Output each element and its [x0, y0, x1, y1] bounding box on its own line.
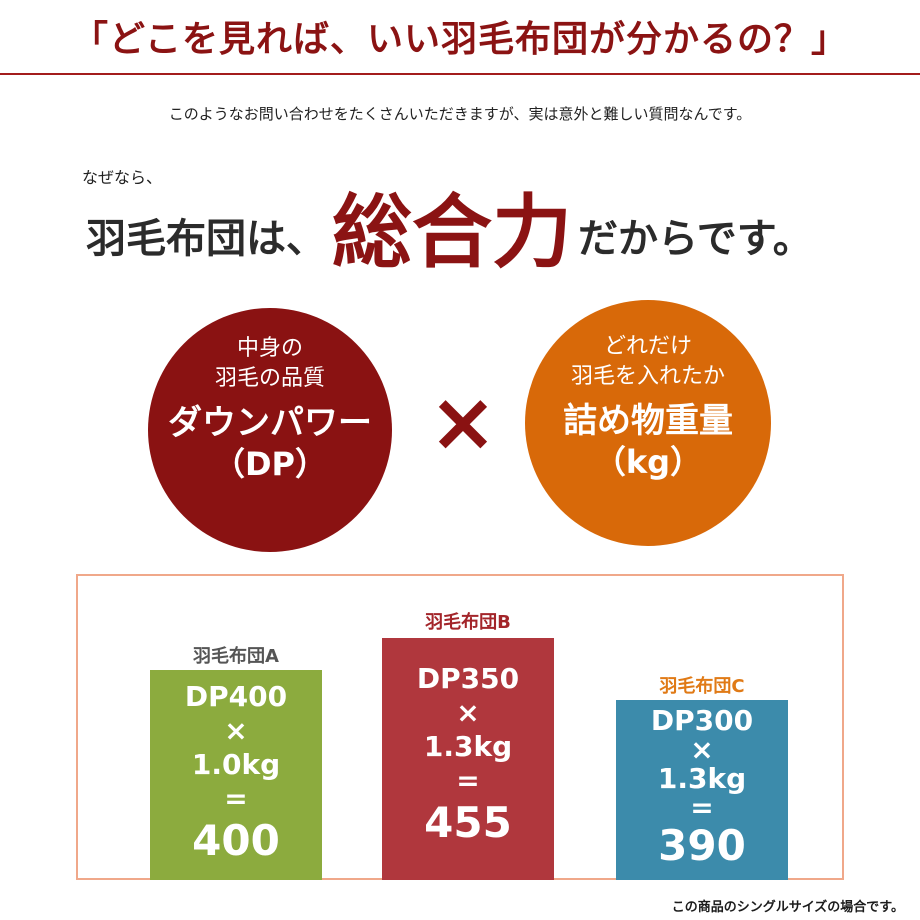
lead-after: だからです。: [578, 215, 813, 262]
lead-prefix: なぜなら、: [82, 168, 163, 187]
comparison-b-result: 455: [424, 798, 512, 847]
comparison-a-times: ×: [224, 714, 248, 747]
comparison-a-equals: =: [224, 782, 248, 815]
footnote: この商品のシングルサイズの場合です。: [671, 900, 904, 915]
comparison-c-times: ×: [690, 733, 714, 766]
comparison-c-weight: 1.3kg: [657, 762, 747, 795]
comparison-c-equals: =: [690, 791, 714, 824]
comparison-label-a: 羽毛布団A: [193, 646, 279, 667]
comparison-label-b: 羽毛布団B: [425, 612, 511, 633]
comparison-b-weight: 1.3kg: [423, 730, 513, 763]
comparison-label-c: 羽毛布団C: [659, 676, 745, 697]
comparison-b-equals: =: [456, 764, 480, 797]
fill-weight-sub1: どれだけ: [603, 334, 692, 359]
comparison-bar-c: DP300 × 1.3kg = 390: [616, 700, 788, 880]
fill-weight-title: 詰め物重量: [563, 401, 733, 441]
intro-text: このようなお問い合わせをたくさんいただきますが、実は意外と難しい質問なんです。: [168, 105, 752, 123]
fill-weight-sub2: 羽毛を入れたか: [570, 364, 725, 389]
comparison-c-dp: DP300: [650, 704, 754, 737]
comparison-b-times: ×: [456, 696, 480, 729]
comparison-a-result: 400: [192, 816, 280, 865]
fill-weight-circle: どれだけ 羽毛を入れたか 詰め物重量 （kg）: [525, 300, 771, 546]
title-divider: [0, 73, 920, 75]
down-power-circle: 中身の 羽毛の品質 ダウンパワー （DP）: [148, 308, 392, 552]
comparison-bar-b: DP350 × 1.3kg = 455: [382, 638, 554, 880]
down-power-sub1: 中身の: [236, 336, 303, 361]
down-power-sub2: 羽毛の品質: [214, 366, 325, 391]
comparison-bar-a: DP400 × 1.0kg = 400: [150, 670, 322, 880]
fill-weight-unit: （kg）: [593, 443, 703, 481]
comparison-c-result: 390: [658, 821, 746, 870]
down-power-unit: （DP）: [212, 445, 328, 483]
comparison-a-dp: DP400: [184, 680, 288, 713]
comparison-b-dp: DP350: [416, 662, 520, 695]
comparison-a-weight: 1.0kg: [191, 748, 281, 781]
lead-emphasis: 総合力: [332, 185, 572, 279]
multiply-sign: ×: [428, 375, 498, 470]
down-power-title: ダウンパワー: [168, 403, 372, 443]
page-title: 「どこを見れば、いい羽毛布団が分かるの？」: [72, 18, 848, 60]
lead-statement: 羽毛布団は、総合力 だからです。: [86, 168, 813, 279]
lead-before: 羽毛布団は、: [86, 215, 326, 262]
